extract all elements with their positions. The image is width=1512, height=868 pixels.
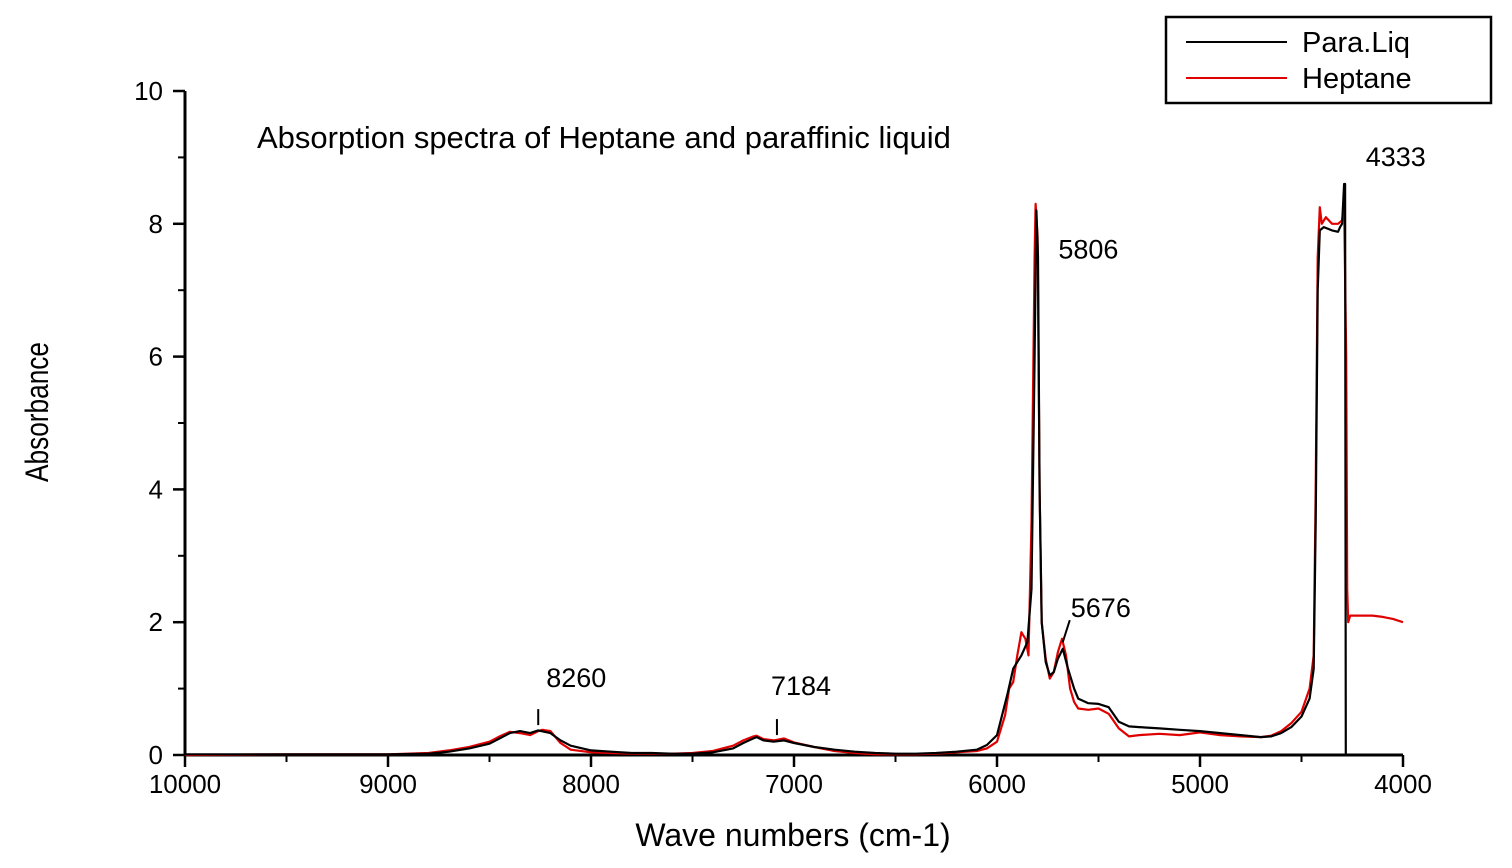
x-tick-label: 8000: [562, 769, 620, 799]
annotation-label: 8260: [546, 663, 606, 693]
y-tick-label: 4: [149, 474, 163, 504]
annotation-label: 5806: [1058, 235, 1118, 265]
x-tick-label: 4000: [1374, 769, 1432, 799]
legend: Para.Liq Heptane: [1164, 15, 1493, 105]
y-tick-label: 6: [149, 342, 163, 372]
annotation-label: 4333: [1366, 142, 1426, 172]
y-axis-title: Absorbance: [21, 342, 56, 482]
legend-label: Para.Liq: [1302, 27, 1410, 59]
y-tick-label: 10: [134, 76, 163, 106]
annotations: 8260 7184 5806 5676 4333: [537, 142, 1426, 736]
x-tick-label: 6000: [968, 769, 1026, 799]
x-axis-title: Wave numbers (cm-1): [635, 817, 950, 853]
x-tick-label: 9000: [359, 769, 417, 799]
annotation-marker: [1061, 619, 1071, 643]
y-tick-label: 0: [149, 740, 163, 770]
x-tick-label: 10000: [149, 769, 221, 799]
series-line-para-liq: [185, 182, 1347, 756]
x-tick-label: 5000: [1171, 769, 1229, 799]
annotation-label: 7184: [771, 671, 831, 701]
y-tick-label: 2: [149, 607, 163, 637]
y-tick-label: 8: [149, 209, 163, 239]
plot-area: [184, 182, 1404, 757]
chart-title: Absorption spectra of Heptane and paraff…: [257, 120, 951, 155]
x-tick-label: 7000: [765, 769, 823, 799]
legend-box: [1164, 15, 1493, 105]
annotation-label: 5676: [1071, 593, 1131, 623]
legend-label: Heptane: [1302, 63, 1412, 95]
